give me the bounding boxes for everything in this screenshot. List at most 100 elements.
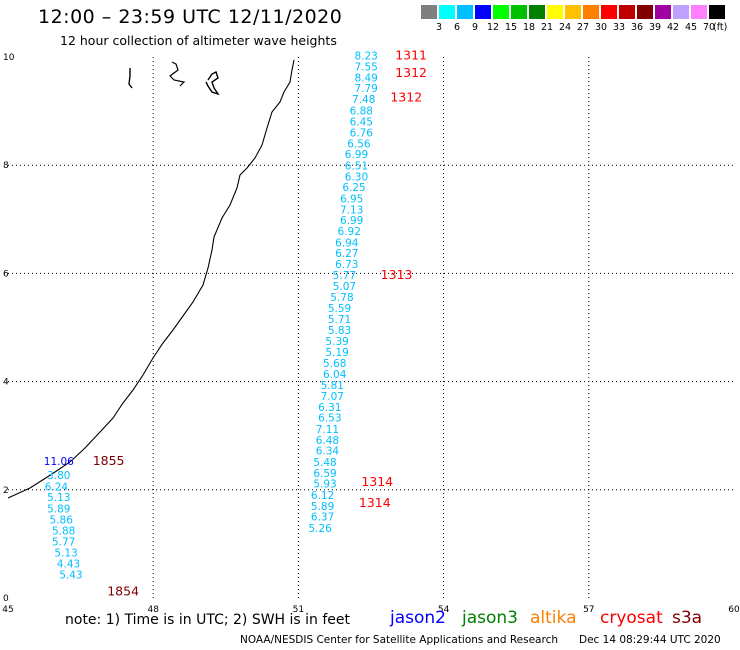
scale-tick: 3 [435,22,443,33]
wave-height-value: 5.81 [321,380,344,392]
wave-height-value: 6.34 [316,446,340,458]
wave-height-value: 6.04 [323,369,347,381]
pass-time-label: 1855 [93,453,125,468]
legend-altika: altika [530,608,577,628]
wave-height-value: 6.94 [335,237,359,249]
scale-swatch [709,5,725,19]
map-grid: 45 48 51 54 57 60 0 2 4 6 8 10 [2,53,740,615]
map-title: 12:00 – 23:59 UTC 12/11/2020 [38,6,343,28]
wave-height-value: 7.13 [340,204,363,216]
wave-height-value: 6.48 [316,435,339,447]
scale-tick: 36 [630,22,644,33]
scale-swatch [619,5,635,19]
wave-height-value: 3.80 [47,470,70,482]
scale-swatch [493,5,509,19]
wave-height-value: 5.13 [54,547,77,559]
scale-tick: 9 [471,22,479,33]
wave-height-value: 7.48 [352,94,375,106]
wave-height-value: 6.24 [45,481,69,493]
generated-timestamp: Dec 14 08:29:44 UTC 2020 [579,634,721,646]
scale-swatch [601,5,617,19]
pass-time-label: 1314 [361,474,393,489]
wave-height-value: 5.86 [50,514,74,526]
wave-height-value: 7.79 [354,83,377,95]
scale-swatch [673,5,689,19]
lat-tick-label: 0 [3,594,9,604]
wave-height-value: 6.56 [347,138,371,150]
scale-tick: 39 [648,22,662,33]
lon-tick-label: 57 [583,605,594,615]
scale-swatch [655,5,671,19]
wave-height-value: 6.45 [350,117,373,129]
legend-jason3: jason3 [462,608,518,628]
wave-height-value: 6.12 [311,490,334,502]
wave-height-value: 5.59 [328,303,351,315]
scale-swatch [439,5,455,19]
wave-height-readings: 8.237.558.497.797.486.886.456.766.566.99… [44,48,427,599]
lon-tick-label: 45 [2,605,13,615]
wave-height-value: 6.92 [338,226,361,238]
wave-height-value: 6.27 [335,248,358,260]
wave-height-value: 5.93 [313,479,336,491]
lat-tick-label: 6 [3,269,9,279]
wave-height-value: 5.89 [311,501,334,513]
pass-time-label: 1312 [395,65,427,80]
scale-tick: 15 [504,22,518,33]
wave-height-value: 4.43 [57,559,80,571]
scale-tick: 6 [453,22,461,33]
wave-height-value: 7.11 [316,424,339,436]
wave-height-value: 7.55 [354,62,377,74]
wave-height-value: 5.71 [328,314,351,326]
scale-swatch [583,5,599,19]
island-c [205,71,220,96]
wave-height-value: 6.76 [350,128,374,140]
legend-s3a: s3a [672,608,703,628]
lat-tick-label: 8 [3,161,9,171]
scale-unit: (ft) [713,22,728,33]
wave-height-value: 5.19 [325,347,348,359]
wave-height-value: 6.25 [342,182,365,194]
lat-tick-label: 2 [3,486,9,496]
lat-tick-label: 4 [3,378,9,388]
scale-tick: 27 [576,22,590,33]
pass-time-label: 1311 [395,48,427,63]
wave-height-value: 5.26 [308,523,332,535]
wave-height-value: 5.77 [52,537,75,549]
wave-height-value: 6.99 [340,215,363,227]
scale-tick: 12 [486,22,500,33]
legend-jason2: jason2 [390,608,446,628]
wave-height-value: 6.31 [318,402,341,414]
scale-swatch [511,5,527,19]
lon-tick-label: 60 [728,605,740,615]
map-note: note: 1) Time is in UTC; 2) SWH is in fe… [65,612,351,628]
scale-tick: 42 [666,22,680,33]
coastline [7,59,295,499]
pass-time-label: 1314 [359,495,391,510]
island-a [128,68,133,89]
map-subtitle: 12 hour collection of altimeter wave hei… [60,33,337,48]
wave-height-value: 6.37 [311,512,334,524]
scale-tick: 30 [594,22,608,33]
lon-tick-label: 48 [147,605,159,615]
scale-swatch [691,5,707,19]
coastline-somalia [7,59,295,499]
scale-swatch [547,5,563,19]
wave-height-value: 5.39 [325,336,348,348]
wave-height-value: 5.13 [47,492,70,504]
wave-height-value: 6.53 [318,413,341,425]
wave-height-value: 5.07 [333,281,356,293]
wave-height-value: 5.77 [333,270,356,282]
lon-tick-label: 54 [438,605,450,615]
wave-height-value: 5.83 [328,325,351,337]
wave-height-value: 6.59 [313,468,336,480]
wave-height-value: 5.48 [313,457,336,469]
wave-height-value: 6.30 [345,171,368,183]
scale-swatch [457,5,473,19]
island-b [169,61,186,87]
wave-height-value: 8.23 [354,51,377,63]
pass-time-label: 1312 [390,89,422,104]
wave-height-value: 11.06 [44,456,74,468]
wave-height-value: 5.88 [52,526,75,538]
scale-swatch [529,5,545,19]
